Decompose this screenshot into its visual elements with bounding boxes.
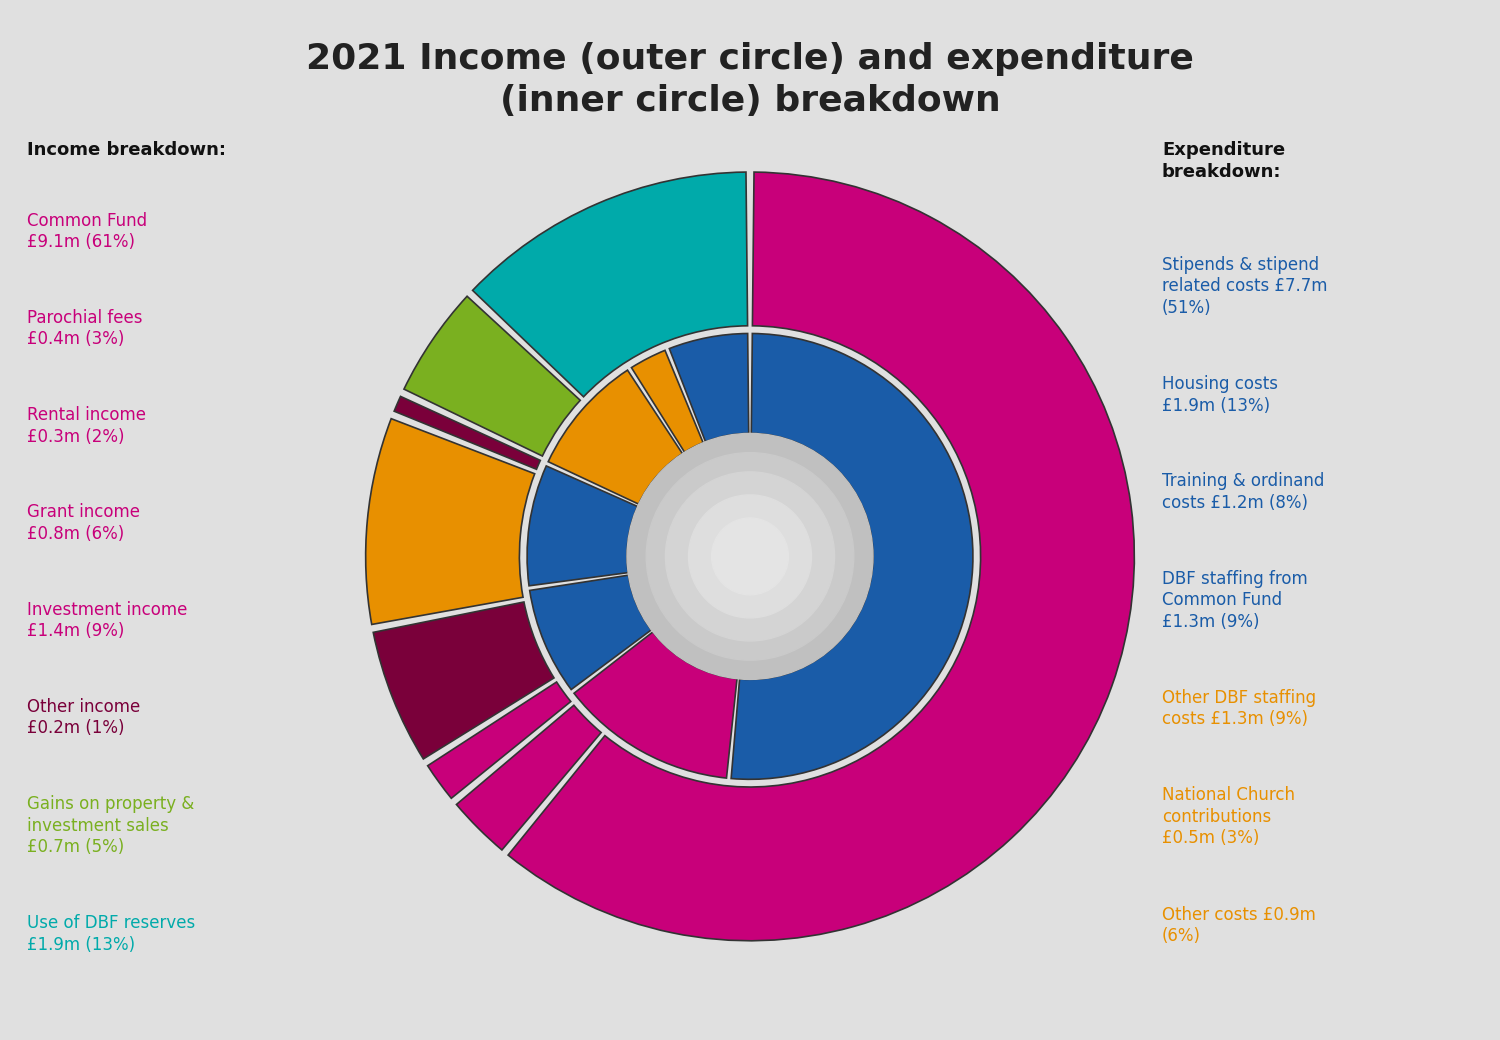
Wedge shape: [574, 632, 736, 778]
Circle shape: [666, 472, 834, 641]
Text: 2021 Income (outer circle) and expenditure
(inner circle) breakdown: 2021 Income (outer circle) and expenditu…: [306, 42, 1194, 118]
Circle shape: [688, 495, 812, 618]
Text: Income breakdown:: Income breakdown:: [27, 140, 226, 159]
Wedge shape: [530, 575, 651, 690]
Text: Grant income
£0.8m (6%): Grant income £0.8m (6%): [27, 503, 140, 543]
Text: Training & ordinand
costs £1.2m (8%): Training & ordinand costs £1.2m (8%): [1162, 472, 1324, 512]
Wedge shape: [394, 396, 540, 469]
Text: Expenditure
breakdown:: Expenditure breakdown:: [1162, 140, 1286, 181]
Wedge shape: [366, 419, 534, 624]
Text: Use of DBF reserves
£1.9m (13%): Use of DBF reserves £1.9m (13%): [27, 914, 195, 954]
Text: Other costs £0.9m
(6%): Other costs £0.9m (6%): [1162, 906, 1316, 945]
Text: DBF staffing from
Common Fund
£1.3m (9%): DBF staffing from Common Fund £1.3m (9%): [1162, 570, 1308, 630]
Text: Investment income
£1.4m (9%): Investment income £1.4m (9%): [27, 600, 188, 640]
Wedge shape: [456, 705, 602, 850]
Wedge shape: [374, 602, 554, 759]
Text: Stipends & stipend
related costs £7.7m
(51%): Stipends & stipend related costs £7.7m (…: [1162, 256, 1328, 317]
Wedge shape: [526, 466, 638, 586]
Wedge shape: [669, 334, 748, 442]
Text: Other DBF staffing
costs £1.3m (9%): Other DBF staffing costs £1.3m (9%): [1162, 688, 1316, 728]
Circle shape: [627, 434, 873, 679]
Text: National Church
contributions
£0.5m (3%): National Church contributions £0.5m (3%): [1162, 786, 1294, 848]
Text: Parochial fees
£0.4m (3%): Parochial fees £0.4m (3%): [27, 309, 142, 348]
Wedge shape: [548, 370, 682, 504]
Wedge shape: [730, 334, 974, 779]
Text: Other income
£0.2m (1%): Other income £0.2m (1%): [27, 698, 141, 737]
Circle shape: [646, 452, 854, 660]
Text: Rental income
£0.3m (2%): Rental income £0.3m (2%): [27, 406, 146, 445]
Text: Gains on property &
investment sales
£0.7m (5%): Gains on property & investment sales £0.…: [27, 795, 195, 856]
Wedge shape: [427, 682, 572, 799]
Wedge shape: [632, 350, 704, 452]
Circle shape: [711, 518, 789, 595]
Wedge shape: [404, 296, 580, 456]
Wedge shape: [509, 172, 1134, 941]
Text: Common Fund
£9.1m (61%): Common Fund £9.1m (61%): [27, 211, 147, 251]
Wedge shape: [472, 172, 747, 397]
Text: Housing costs
£1.9m (13%): Housing costs £1.9m (13%): [1162, 375, 1278, 415]
